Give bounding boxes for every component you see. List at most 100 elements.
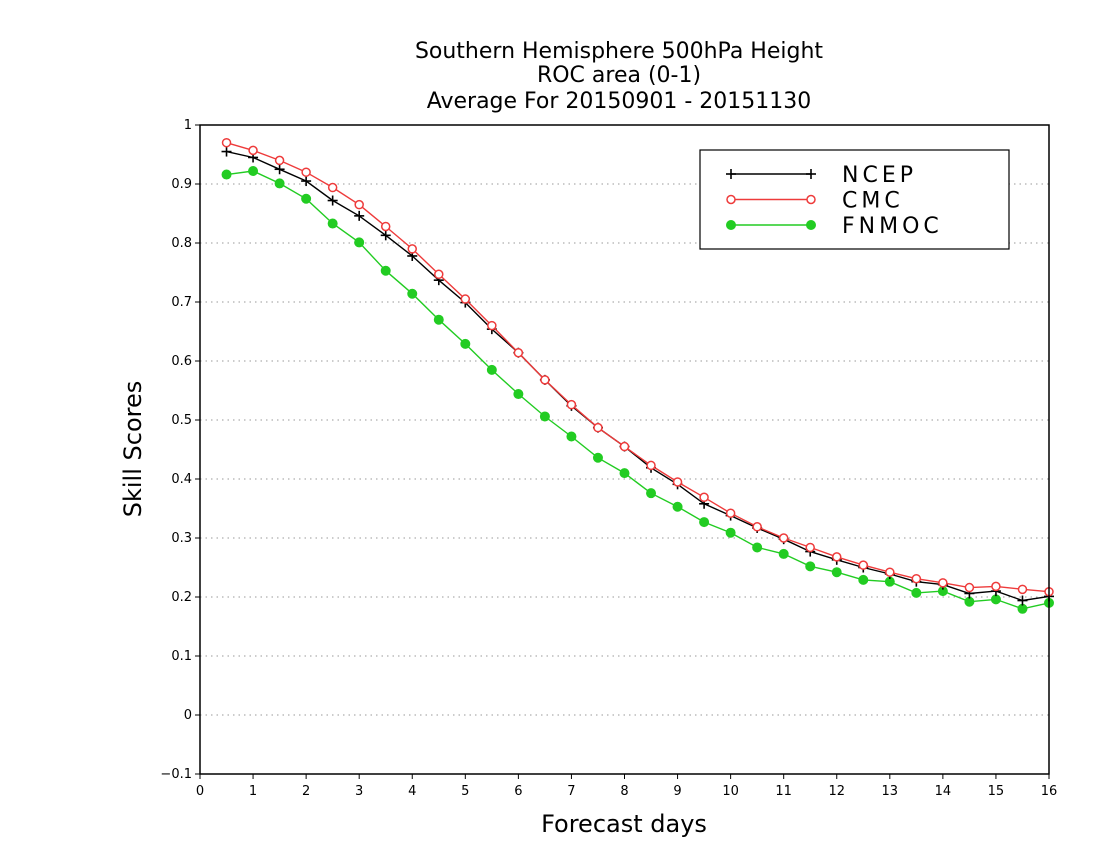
x-tick-label: 13 bbox=[882, 784, 899, 799]
x-tick-label: 10 bbox=[722, 784, 739, 799]
data-point-cmc bbox=[911, 573, 922, 584]
data-point-cmc bbox=[434, 269, 444, 280]
data-point-cmc bbox=[646, 460, 656, 471]
y-axis-ticks: −0.1 0 0.1 0.2 0.3 0.4 0.5 0.6 0.7 0.8 0.9 1 bbox=[160, 118, 200, 782]
data-point-cmc bbox=[593, 422, 603, 433]
data-point-fnmoc bbox=[725, 527, 736, 538]
x-tick-label: 3 bbox=[355, 784, 363, 799]
data-point-fnmoc bbox=[858, 574, 869, 585]
data-point-cmc bbox=[513, 347, 524, 358]
chart-title: Southern Hemisphere 500hPa Height ROC ar… bbox=[415, 39, 823, 114]
data-point-cmc bbox=[460, 294, 471, 304]
data-point-fnmoc bbox=[433, 314, 444, 325]
data-point-fnmoc bbox=[566, 431, 577, 442]
data-point-fnmoc bbox=[699, 517, 710, 528]
data-point-fnmoc bbox=[274, 178, 285, 189]
data-point-ncep bbox=[301, 176, 312, 187]
y-tick-label: −0.1 bbox=[160, 767, 192, 782]
legend-marker-cmc bbox=[726, 194, 736, 205]
x-tick-label: 7 bbox=[567, 784, 575, 799]
x-tick-label: 12 bbox=[828, 784, 845, 799]
data-point-cmc bbox=[221, 137, 232, 148]
y-axis-title: Skill Scores bbox=[119, 381, 147, 518]
data-point-fnmoc bbox=[380, 265, 391, 276]
legend-entry-fnmoc: FNMOC bbox=[726, 214, 943, 239]
series-cmc bbox=[221, 137, 1054, 597]
data-point-fnmoc bbox=[221, 169, 232, 180]
legend-entry-cmc: CMC bbox=[726, 189, 904, 214]
data-point-fnmoc bbox=[752, 542, 763, 553]
x-tick-label: 2 bbox=[302, 784, 310, 799]
x-tick-label: 0 bbox=[196, 784, 204, 799]
x-tick-label: 16 bbox=[1041, 784, 1058, 799]
data-point-fnmoc bbox=[407, 288, 418, 299]
data-point-ncep bbox=[327, 195, 338, 206]
chart-title-line-1: Southern Hemisphere 500hPa Height bbox=[415, 39, 823, 64]
data-point-cmc bbox=[699, 492, 709, 503]
data-point-cmc bbox=[540, 375, 550, 385]
x-tick-label: 9 bbox=[673, 784, 681, 799]
data-point-fnmoc bbox=[619, 468, 630, 479]
data-point-fnmoc bbox=[486, 364, 497, 375]
x-tick-label: 1 bbox=[249, 784, 257, 799]
y-tick-label: 0.7 bbox=[171, 295, 192, 310]
data-point-fnmoc bbox=[990, 594, 1001, 605]
data-point-fnmoc bbox=[539, 411, 550, 422]
data-point-cmc bbox=[752, 522, 762, 532]
data-point-ncep bbox=[380, 230, 391, 241]
x-tick-label: 6 bbox=[514, 784, 522, 799]
data-point-cmc bbox=[1017, 584, 1028, 595]
x-tick-label: 11 bbox=[775, 784, 792, 799]
data-point-fnmoc bbox=[646, 488, 657, 499]
data-point-cmc bbox=[327, 182, 338, 193]
data-point-cmc bbox=[487, 320, 497, 331]
legend-marker-ncep bbox=[726, 169, 736, 179]
x-tick-label: 15 bbox=[988, 784, 1005, 799]
data-point-fnmoc bbox=[672, 501, 683, 512]
data-point-cmc bbox=[938, 578, 948, 588]
data-point-fnmoc bbox=[513, 389, 524, 400]
data-point-fnmoc bbox=[831, 567, 842, 578]
series-line-ncep bbox=[226, 150, 1050, 602]
data-point-fnmoc bbox=[964, 596, 975, 607]
legend-label-ncep: NCEP bbox=[842, 163, 917, 188]
x-tick-label: 14 bbox=[935, 784, 952, 799]
series-fnmoc bbox=[221, 166, 1054, 614]
data-point-fnmoc bbox=[248, 166, 259, 177]
legend-entry-ncep: NCEP bbox=[726, 163, 917, 188]
data-point-fnmoc bbox=[327, 218, 338, 229]
data-point-cmc bbox=[832, 552, 842, 562]
data-point-ncep bbox=[274, 164, 285, 175]
y-tick-label: 0.2 bbox=[171, 590, 192, 605]
data-point-cmc bbox=[380, 221, 391, 232]
data-point-fnmoc bbox=[778, 548, 789, 559]
legend-label-cmc: CMC bbox=[842, 189, 904, 214]
legend-label-fnmoc: FNMOC bbox=[842, 214, 943, 239]
data-point-cmc bbox=[725, 508, 736, 518]
x-axis-title: Forecast days bbox=[541, 810, 707, 838]
data-point-cmc bbox=[858, 560, 869, 570]
legend-marker-ncep bbox=[806, 169, 816, 179]
data-point-ncep bbox=[221, 146, 232, 157]
data-point-cmc bbox=[248, 145, 258, 156]
data-point-cmc bbox=[964, 582, 975, 593]
chart-title-line-2: ROC area (0-1) bbox=[537, 63, 701, 88]
data-point-fnmoc bbox=[592, 452, 603, 463]
data-point-fnmoc bbox=[354, 237, 365, 248]
y-tick-label: 0.3 bbox=[171, 531, 192, 546]
data-point-cmc bbox=[619, 441, 630, 452]
data-point-cmc bbox=[778, 533, 789, 543]
data-point-cmc bbox=[566, 399, 577, 410]
y-tick-label: 1 bbox=[184, 118, 192, 133]
chart-title-line-3: Average For 20150901 - 20151130 bbox=[427, 89, 812, 114]
data-point-cmc bbox=[274, 155, 285, 166]
y-tick-label: 0 bbox=[184, 708, 192, 723]
data-point-fnmoc bbox=[460, 338, 471, 349]
data-point-fnmoc bbox=[301, 193, 312, 204]
x-tick-label: 8 bbox=[620, 784, 628, 799]
data-point-cmc bbox=[354, 199, 364, 210]
